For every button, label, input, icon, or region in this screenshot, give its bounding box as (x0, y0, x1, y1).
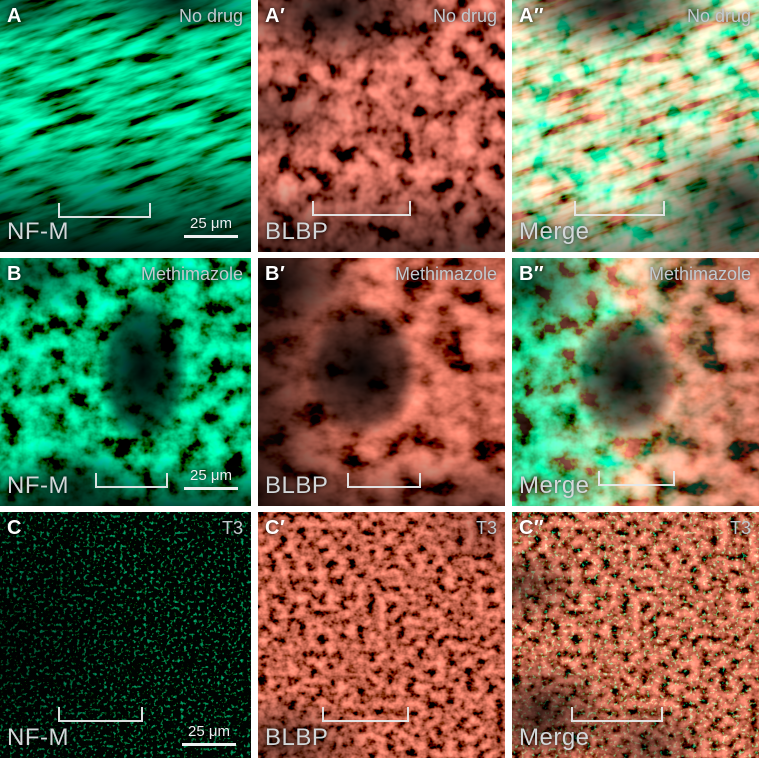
stain-label: BLBP (265, 724, 329, 751)
stain-label: Merge (519, 472, 590, 499)
stain-label: BLBP (265, 218, 329, 245)
micrograph-green-nfm (0, 512, 251, 758)
panel-c1-blbp-t3: C′ T3 BLBP (258, 512, 505, 758)
panel-letter: A′ (265, 5, 286, 27)
roi-bracket (322, 707, 409, 722)
panel-letter: B″ (519, 263, 545, 285)
panel-letter: C (7, 517, 22, 539)
condition-label: T3 (221, 518, 243, 538)
condition-label: Methimazole (648, 264, 751, 284)
roi-bracket (571, 707, 663, 722)
roi-bracket (57, 203, 151, 218)
scale-bar-line (184, 235, 238, 238)
panel-a1-blbp-nodrug: A′ No drug BLBP (258, 0, 505, 252)
panel-letter: C″ (519, 517, 545, 539)
stain-label: NF-M (7, 472, 69, 499)
scale-bar-label: 25 μm (190, 467, 232, 484)
roi-bracket (95, 473, 169, 488)
panel-c2-merge-t3: C″ T3 Merge (512, 512, 759, 758)
scale-bar-line (182, 743, 236, 746)
condition-label: Methimazole (140, 264, 243, 284)
condition-label: T3 (729, 518, 751, 538)
scale-bar-line (184, 487, 238, 490)
panel-a2-merge-nodrug: A″ No drug Merge (512, 0, 759, 252)
micrograph-merge-red-layer (512, 258, 759, 506)
panel-a-nfm-nodrug: A No drug NF-M 25 μm (0, 0, 251, 252)
roi-bracket (573, 201, 666, 216)
condition-label: No drug (178, 6, 243, 26)
panel-letter: B (7, 263, 22, 285)
scale-bar-label: 25 μm (190, 215, 232, 232)
roi-bracket (346, 473, 421, 488)
micrograph-red-blbp (258, 258, 505, 506)
panel-c-nfm-t3: C T3 NF-M 25 μm (0, 512, 251, 758)
scale-bar: 25 μm (182, 723, 236, 746)
panel-b-nfm-methimazole: B Methimazole NF-M 25 μm (0, 258, 251, 506)
panel-letter: C′ (265, 517, 286, 539)
scale-bar: 25 μm (184, 467, 238, 490)
stain-label: NF-M (7, 724, 69, 751)
roi-bracket (312, 201, 412, 216)
condition-label: No drug (432, 6, 497, 26)
condition-label: No drug (686, 6, 751, 26)
stain-label: Merge (519, 724, 590, 751)
panel-letter: A (7, 5, 22, 27)
panel-b1-blbp-methimazole: B′ Methimazole BLBP (258, 258, 505, 506)
scale-bar: 25 μm (184, 215, 238, 238)
roi-bracket (57, 707, 144, 722)
condition-label: Methimazole (394, 264, 497, 284)
stain-label: BLBP (265, 472, 329, 499)
panel-letter: B′ (265, 263, 286, 285)
stain-label: NF-M (7, 218, 69, 245)
stain-label: Merge (519, 218, 590, 245)
panel-letter: A″ (519, 5, 545, 27)
condition-label: T3 (475, 518, 497, 538)
roi-bracket (598, 471, 675, 486)
scale-bar-label: 25 μm (188, 723, 230, 740)
panel-b2-merge-methimazole: B″ Methimazole Merge (512, 258, 759, 506)
